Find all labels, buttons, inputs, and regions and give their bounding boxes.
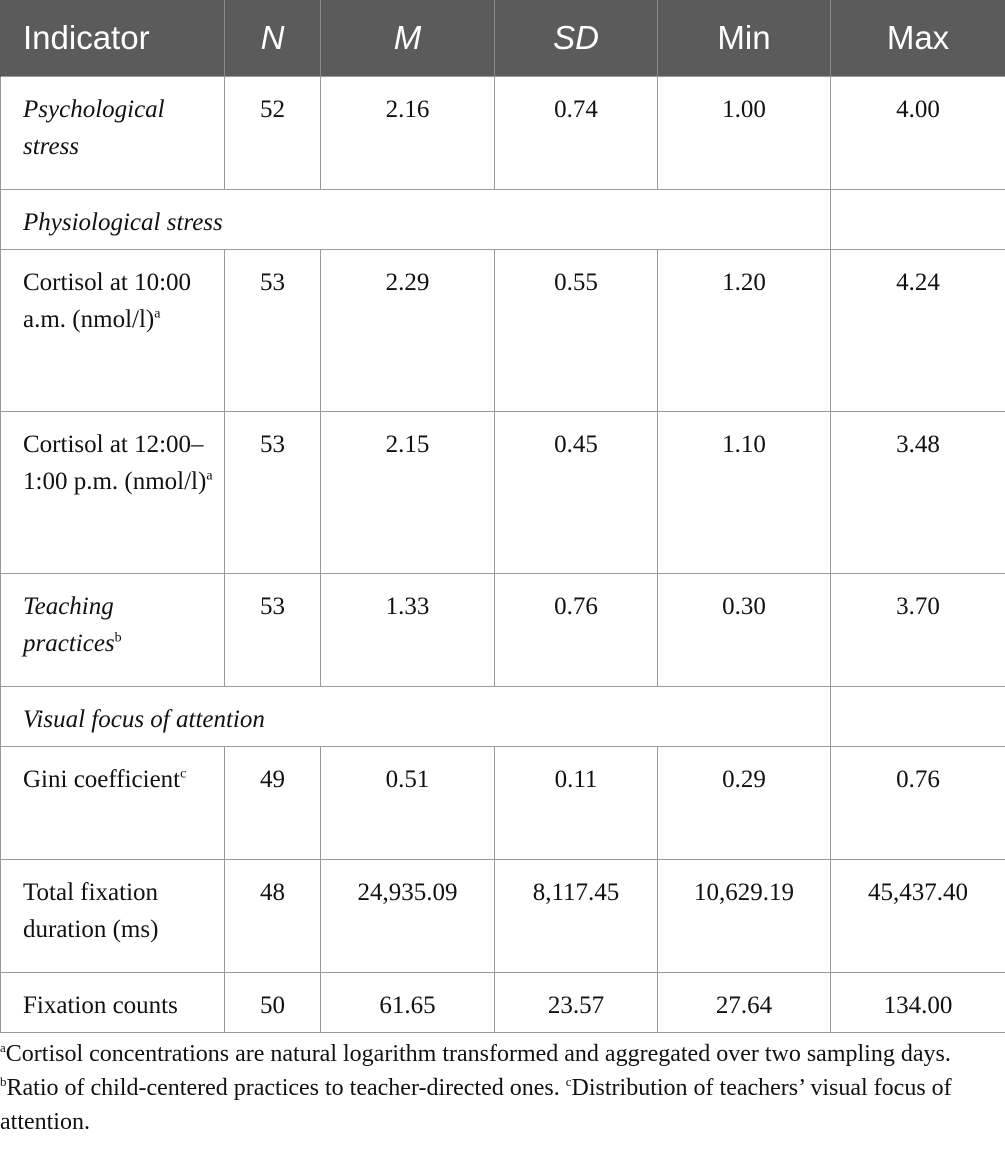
cell-m: 2.29 [320, 249, 495, 412]
table-header: Indicator N M SD Min Max [0, 0, 1005, 77]
table-row: Cortisol at 12:00–1:00 p.m. (nmol/l)a 53… [0, 411, 1005, 574]
footnote-a: Cortisol concentrations are natural loga… [5, 1041, 951, 1067]
cell-min: 27.64 [657, 972, 831, 1033]
cell-n: 50 [224, 972, 321, 1033]
footnote-mark-c: c [565, 1074, 572, 1089]
row-label: Cortisol at 10:00 a.m. (nmol/l)a [0, 249, 225, 412]
row-label: Total fixation duration (ms) [0, 859, 225, 973]
cell-n: 52 [224, 76, 321, 190]
cell-max: 134.00 [830, 972, 1005, 1033]
descriptive-statistics-table-container: Indicator N M SD Min Max Psychological s… [0, 0, 1005, 1033]
row-label-text: Gini coefficient [23, 766, 181, 793]
table-row: Cortisol at 10:00 a.m. (nmol/l)a 53 2.29… [0, 249, 1005, 412]
cell-sd: 0.11 [494, 746, 658, 860]
row-label-text: Cortisol at 12:00–1:00 p.m. (nmol/l) [23, 431, 207, 495]
header-row: Indicator N M SD Min Max [0, 0, 1005, 77]
cell-min: 1.00 [657, 76, 831, 190]
table-row: Fixation counts 50 61.65 23.57 27.64 134… [0, 972, 1005, 1033]
header-m: M [320, 0, 495, 77]
cell-n: 53 [224, 249, 321, 412]
row-label: Psychological stress [0, 76, 225, 190]
table-footnote: aCortisol concentrations are natural log… [0, 1037, 1000, 1139]
section-label: Physiological stress [0, 189, 831, 250]
cell-min: 1.10 [657, 411, 831, 574]
cell-sd: 0.74 [494, 76, 658, 190]
cell-n: 53 [224, 411, 321, 574]
row-label: Teaching practicesb [0, 573, 225, 687]
header-n: N [224, 0, 321, 77]
cell-sd: 8,117.45 [494, 859, 658, 973]
cell-min: 10,629.19 [657, 859, 831, 973]
cell-max: 45,437.40 [830, 859, 1005, 973]
section-label: Visual focus of attention [0, 686, 831, 747]
cell-min: 0.30 [657, 573, 831, 687]
section-row: Physiological stress [0, 189, 1005, 250]
footnote-mark: b [114, 630, 122, 646]
header-min: Min [657, 0, 831, 77]
cell-n: 49 [224, 746, 321, 860]
table-row: Teaching practicesb 53 1.33 0.76 0.30 3.… [0, 573, 1005, 687]
header-indicator: Indicator [0, 0, 225, 77]
cell-max: 3.48 [830, 411, 1005, 574]
cell-max: 4.00 [830, 76, 1005, 190]
table-body: Psychological stress 52 2.16 0.74 1.00 4… [0, 76, 1005, 1033]
footnote-b: Ratio of child-centered practices to tea… [6, 1075, 566, 1101]
table-row: Gini coefficientc 49 0.51 0.11 0.29 0.76 [0, 746, 1005, 860]
row-label-text: Teaching practices [23, 593, 115, 657]
cell-max: 4.24 [830, 249, 1005, 412]
cell-max: 0.76 [830, 746, 1005, 860]
footnote-mark-a: a [0, 1040, 6, 1055]
footnote-mark: a [154, 306, 161, 322]
cell-n: 48 [224, 859, 321, 973]
cell-min: 1.20 [657, 249, 831, 412]
cell-m: 0.51 [320, 746, 495, 860]
empty-cell [830, 189, 1005, 250]
row-label: Gini coefficientc [0, 746, 225, 860]
footnote-mark-b: b [0, 1074, 7, 1089]
descriptive-statistics-table: Indicator N M SD Min Max Psychological s… [0, 0, 1005, 1033]
section-row: Visual focus of attention [0, 686, 1005, 747]
cell-n: 53 [224, 573, 321, 687]
table-row: Total fixation duration (ms) 48 24,935.0… [0, 859, 1005, 973]
cell-m: 61.65 [320, 972, 495, 1033]
cell-m: 2.15 [320, 411, 495, 574]
footnote-mark: c [180, 766, 187, 782]
row-label: Fixation counts [0, 972, 225, 1033]
cell-min: 0.29 [657, 746, 831, 860]
cell-m: 24,935.09 [320, 859, 495, 973]
cell-max: 3.70 [830, 573, 1005, 687]
cell-sd: 0.76 [494, 573, 658, 687]
footnote-mark: a [206, 468, 213, 484]
cell-m: 1.33 [320, 573, 495, 687]
cell-m: 2.16 [320, 76, 495, 190]
row-label-text: Cortisol at 10:00 a.m. (nmol/l) [23, 269, 192, 333]
cell-sd: 0.45 [494, 411, 658, 574]
empty-cell [830, 686, 1005, 747]
header-sd: SD [494, 0, 658, 77]
row-label: Cortisol at 12:00–1:00 p.m. (nmol/l)a [0, 411, 225, 574]
header-max: Max [830, 0, 1005, 77]
cell-sd: 23.57 [494, 972, 658, 1033]
cell-sd: 0.55 [494, 249, 658, 412]
table-row: Psychological stress 52 2.16 0.74 1.00 4… [0, 76, 1005, 190]
footnote-c: Distribution of teachers’ visual focus o… [0, 1075, 952, 1135]
